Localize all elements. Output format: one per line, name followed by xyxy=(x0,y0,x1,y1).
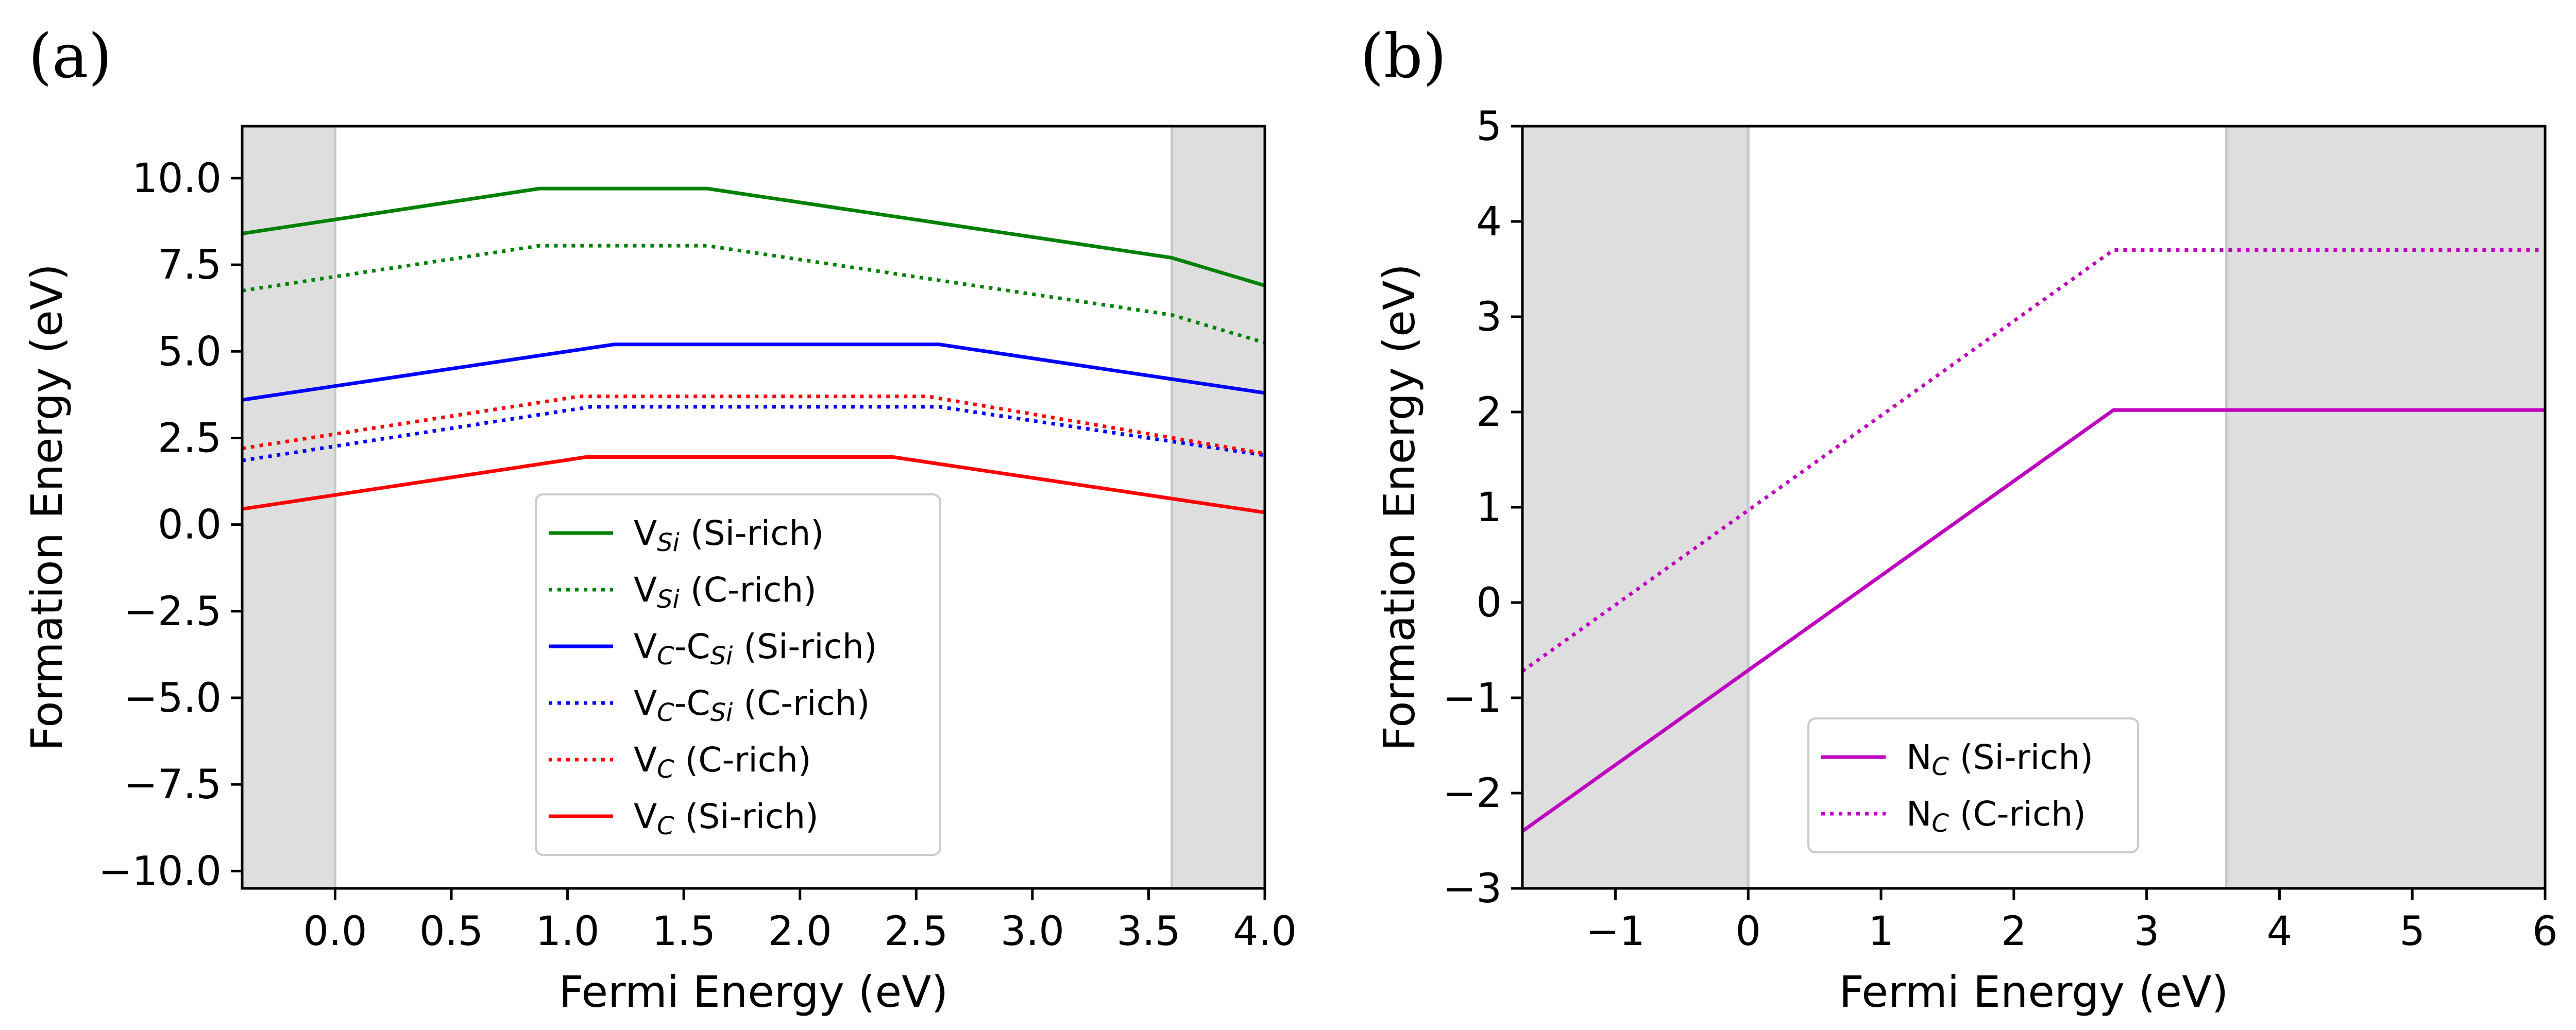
y-tick-label: −3 xyxy=(1443,866,1502,912)
y-tick-label: −1 xyxy=(1443,675,1502,722)
x-tick-label: 0.5 xyxy=(419,908,483,955)
y-tick-label: 5.0 xyxy=(158,329,222,375)
y-tick-label: −2.5 xyxy=(124,589,222,635)
x-tick-label: 2.5 xyxy=(884,908,948,955)
legend-entry-3: VC-CSi (C-rich) xyxy=(634,683,870,727)
x-tick-label: −1 xyxy=(1586,908,1645,955)
y-tick-label: 0 xyxy=(1476,580,1502,626)
x-tick-label: 1.5 xyxy=(652,908,716,955)
series-line-0 xyxy=(1521,408,2545,833)
shaded-region xyxy=(2226,126,2545,888)
series-line-1 xyxy=(242,244,1266,345)
series-line-2 xyxy=(242,342,1265,402)
legend-entry-0: NC (Si-rich) xyxy=(1906,737,2093,781)
series-line-3 xyxy=(242,405,1265,462)
x-tick-label: 3.0 xyxy=(1001,908,1064,955)
legend-entry-2: VC-CSi (Si-rich) xyxy=(634,627,877,671)
series-line-0 xyxy=(242,186,1266,287)
x-tick-label: 4 xyxy=(2267,908,2293,955)
y-tick-label: 5 xyxy=(1476,104,1502,150)
panel-label-a: (a) xyxy=(28,21,112,92)
legend-entry-4: VC (C-rich) xyxy=(634,740,811,784)
y-tick-label: −10.0 xyxy=(98,848,222,895)
x-tick-label: 5 xyxy=(2399,908,2425,955)
y-tick-label: 1 xyxy=(1476,485,1502,531)
shaded-region xyxy=(1522,126,1749,888)
x-tick-label: 2 xyxy=(2001,908,2027,955)
series-line-4 xyxy=(242,394,1265,456)
x-tick-label: 4.0 xyxy=(1233,908,1297,955)
y-tick-label: 4 xyxy=(1476,199,1502,245)
plot-frame xyxy=(241,125,1266,890)
legend-entry-0: VSi (Si-rich) xyxy=(634,513,824,557)
x-tick-label: 6 xyxy=(2532,908,2558,955)
chart-panel-a: 0.0 0.5 1.0 1.5 2.0 2.5 3.0 3.5 4.0 −10.0 −7.5 −5.0… xyxy=(22,125,1297,1017)
y-tick-label: −2 xyxy=(1443,770,1502,817)
x-axis-title: Fermi Energy (eV) xyxy=(1839,967,2229,1017)
x-tick-label: 3 xyxy=(2134,908,2160,955)
y-axis-title: Formation Energy (eV) xyxy=(22,264,72,751)
y-tick-label: 7.5 xyxy=(158,242,222,288)
legend-box xyxy=(1807,717,2139,853)
panel-label-b: (b) xyxy=(1360,21,1447,92)
y-tick-label: 10.0 xyxy=(132,156,222,202)
x-tick-label: 2.0 xyxy=(768,908,832,955)
x-tick-label: 1 xyxy=(1868,908,1894,955)
legend-entry-1: VSi (C-rich) xyxy=(634,570,817,614)
x-tick-label: 0.0 xyxy=(303,908,367,955)
y-tick-label: −5.0 xyxy=(124,675,222,722)
y-tick-label: 0.0 xyxy=(158,502,222,548)
y-tick-label: −7.5 xyxy=(124,762,222,808)
y-axis-title: Formation Energy (eV) xyxy=(1374,264,1425,751)
x-tick-label: 3.5 xyxy=(1116,908,1180,955)
legend-entry-5: VC (Si-rich) xyxy=(634,797,819,840)
y-tick-label: 2.5 xyxy=(158,415,222,461)
legend-entry-1: NC (C-rich) xyxy=(1906,794,2086,838)
x-tick-label: 0 xyxy=(1735,908,1761,955)
legend-box xyxy=(535,493,941,856)
y-tick-label: 3 xyxy=(1476,294,1502,340)
series-line-5 xyxy=(242,455,1265,514)
x-tick-label: 1.0 xyxy=(536,908,600,955)
chart-panel-b: −1 0 1 2 3 4 5 6 −3 −2 −1 0 1 2 3 4 5 Fermi Energy (eV) Fo… xyxy=(1374,104,2558,1017)
x-axis-title: Fermi Energy (eV) xyxy=(559,967,948,1017)
y-tick-label: 2 xyxy=(1476,389,1502,436)
